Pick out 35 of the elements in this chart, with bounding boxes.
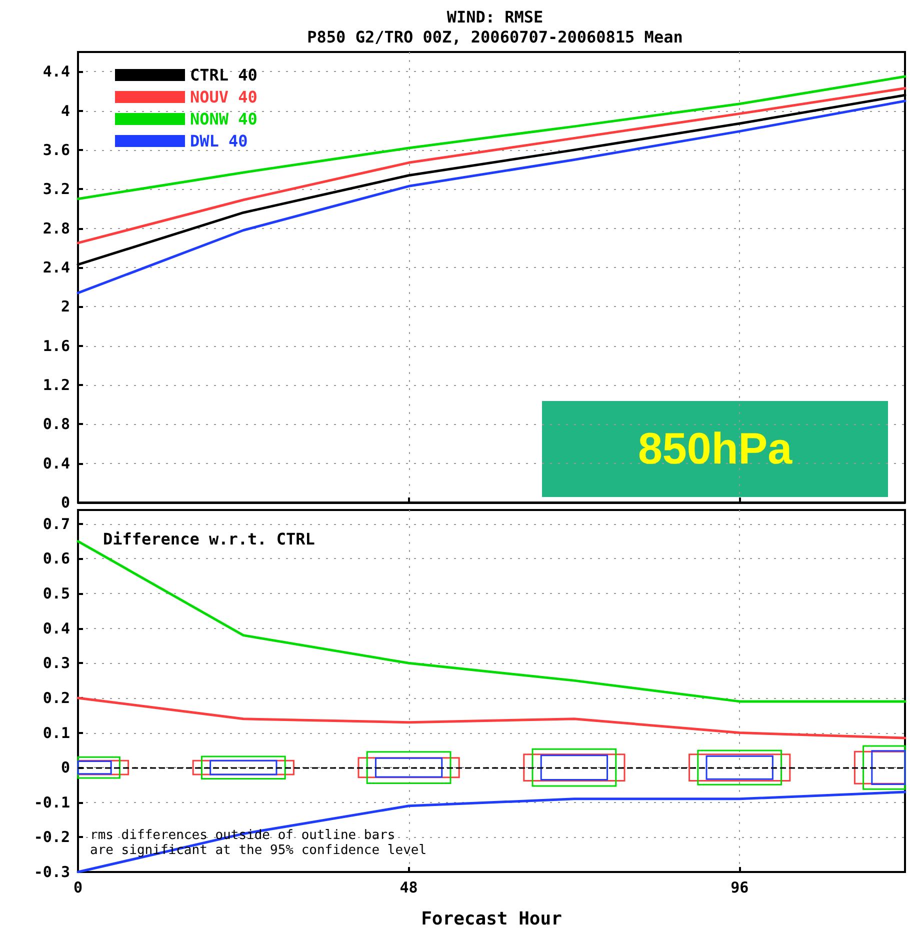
legend-label: CTRL 40: [190, 66, 258, 84]
y-tick-label: 0.3: [42, 654, 70, 672]
legend-label: NONW 40: [190, 110, 258, 128]
y-tick-label: -0.1: [34, 793, 70, 812]
y-tick-label: 0.2: [42, 688, 70, 707]
chart-title: WIND: RMSE: [446, 8, 544, 26]
y-tick-label: 2.4: [42, 258, 70, 276]
y-tick-label: 3.6: [42, 140, 70, 159]
y-tick-label: 2: [60, 298, 70, 316]
y-tick-label: 0.5: [42, 584, 70, 603]
y-tick-label: 0: [60, 494, 70, 512]
y-tick-label: 0.4: [42, 619, 70, 638]
x-tick-label: 96: [730, 878, 749, 896]
y-tick-label: 0.7: [42, 514, 70, 533]
x-tick-label: 0: [73, 878, 83, 896]
y-tick-label: 1.6: [42, 336, 70, 355]
x-tick-label: 48: [400, 878, 418, 896]
y-tick-label: 3.2: [42, 180, 70, 198]
y-tick-label: -0.2: [34, 828, 70, 846]
y-tick-label: 0: [60, 758, 70, 777]
y-tick-label: 4: [60, 102, 70, 120]
y-tick-label: 2.8: [42, 219, 70, 238]
legend-label: DWL 40: [190, 132, 248, 150]
chart-subtitle: P850 G2/TRO 00Z, 20060707-20060815 Mean: [307, 28, 683, 46]
y-tick-label: 0.6: [42, 550, 70, 568]
x-axis-title: Forecast Hour: [421, 908, 562, 930]
y-tick-label: 1.2: [42, 376, 70, 394]
y-tick-label: 0.8: [42, 415, 70, 434]
legend-label: NOUV 40: [190, 88, 258, 106]
y-tick-label: 4.4: [42, 62, 70, 81]
annotation: 850hPa: [638, 424, 793, 474]
y-tick-label: 0.4: [42, 454, 70, 472]
y-tick-label: 0.1: [42, 724, 70, 742]
annotation: Difference w.r.t. CTRL: [103, 530, 315, 548]
y-tick-label: -0.3: [34, 863, 70, 881]
